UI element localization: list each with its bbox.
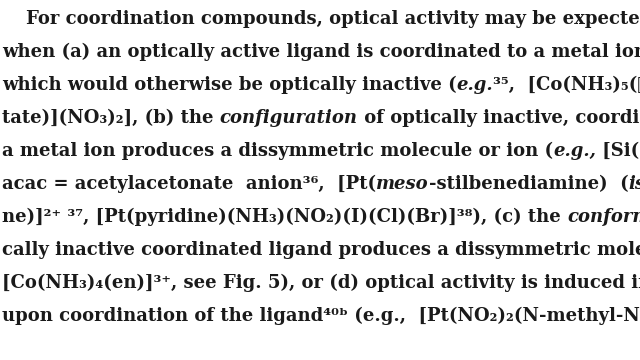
Text: which would otherwise be optically inactive (: which would otherwise be optically inact… — [2, 76, 457, 94]
Text: of optically inactive, coordinated lig: of optically inactive, coordinated lig — [358, 109, 640, 127]
Text: iso: iso — [628, 175, 640, 193]
Text: tate)](NO₃)₂], (b) the: tate)](NO₃)₂], (b) the — [2, 109, 220, 127]
Text: when (a) an optically active ligand is coordinated to a metal ion in: when (a) an optically active ligand is c… — [2, 43, 640, 61]
Text: acac = acetylacetonate  anion³⁶,  [Pt(: acac = acetylacetonate anion³⁶, [Pt( — [2, 175, 376, 193]
Text: e.g.: e.g. — [457, 76, 493, 94]
Text: meso: meso — [376, 175, 429, 193]
Text: e.g.,: e.g., — [553, 142, 596, 160]
Text: [Si(acac): [Si(acac) — [596, 142, 640, 160]
Text: [Co(NH₃)₄(en)]³⁺, see Fig. 5), or (d) optical activity is induced in a li: [Co(NH₃)₄(en)]³⁺, see Fig. 5), or (d) op… — [2, 274, 640, 292]
Text: For coordination compounds, optical activity may be expecte: For coordination compounds, optical acti… — [1, 10, 639, 28]
Text: conformation: conformation — [567, 208, 640, 226]
Text: ne)]²⁺ ³⁷, [Pt(pyridine)(NH₃)(NO₂)(I)(Cl)(Br)]³⁸), (c) the: ne)]²⁺ ³⁷, [Pt(pyridine)(NH₃)(NO₂)(I)(Cl… — [2, 208, 567, 226]
Text: -stilbenediamine)  (: -stilbenediamine) ( — [429, 175, 628, 193]
Text: cally inactive coordinated ligand produces a dissymmetric molecule³⁹: cally inactive coordinated ligand produc… — [2, 241, 640, 259]
Text: configuration: configuration — [220, 109, 358, 127]
Text: ³⁵,  [Co(NH₃)₅(ℓ-me: ³⁵, [Co(NH₃)₅(ℓ-me — [493, 76, 640, 94]
Text: upon coordination of the ligand⁴⁰ᵇ (e.g.,  [Pt(NO₂)₂(N-methyl-N-ethyl: upon coordination of the ligand⁴⁰ᵇ (e.g.… — [2, 307, 640, 325]
Text: a metal ion produces a dissymmetric molecule or ion (: a metal ion produces a dissymmetric mole… — [2, 142, 553, 160]
